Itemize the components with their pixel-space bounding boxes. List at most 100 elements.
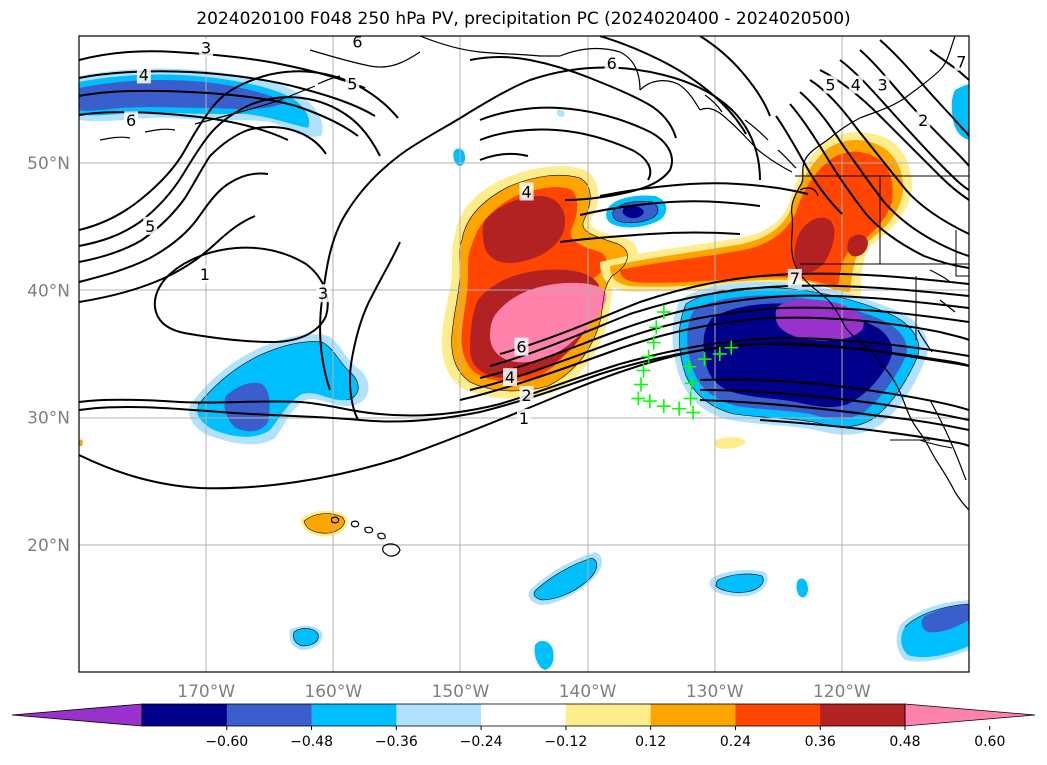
pv-contour-label: 3	[318, 284, 328, 303]
colorbar-segment	[142, 704, 228, 726]
colorbar-tick-labels: −0.60 −0.48 −0.36 −0.24 −0.12 0.12 0.24 0.36 0.4…	[205, 726, 1005, 750]
pv-contour-label: 5	[347, 74, 357, 93]
colorbar-segment	[650, 704, 736, 726]
lon-label: 150°W	[432, 682, 490, 702]
forecast-marker	[656, 399, 671, 414]
colorbar-extend-high	[904, 703, 1036, 727]
pv-contour-label: 4	[521, 182, 531, 201]
pv-contour-label: 2	[918, 111, 928, 130]
forecast-marker	[684, 376, 699, 391]
pv-label-bg	[316, 284, 331, 303]
colorbar	[11, 703, 1036, 727]
lon-label: 170°W	[177, 682, 235, 702]
pv-label-bg	[875, 75, 890, 94]
pv-label-bg	[199, 38, 214, 57]
pv-contour-label: 3	[201, 39, 211, 58]
pv-contour-label: 5	[145, 217, 155, 236]
colorbar-tick-label: −0.60	[205, 734, 248, 750]
pv-label-bg	[503, 368, 518, 387]
pv-contour-label: 6	[352, 32, 362, 51]
colorbar-segment	[565, 704, 652, 726]
forecast-marker	[631, 391, 646, 406]
map-frame	[78, 35, 970, 673]
pv-contour-label: 7	[956, 53, 966, 72]
lon-label: 130°W	[686, 682, 744, 702]
forecast-marker	[633, 377, 648, 392]
pv-label-bg	[517, 408, 531, 427]
pv-contour-label: 2	[521, 386, 531, 405]
colorbar-segment	[735, 704, 821, 726]
forecast-marker	[686, 405, 701, 420]
forecast-marker	[656, 305, 671, 320]
pv-label-bg	[604, 53, 619, 72]
pv-label-bg	[823, 75, 838, 94]
forecast-markers	[631, 305, 739, 420]
pv-label-bg	[954, 52, 969, 71]
pv-contour-label: 4	[851, 76, 861, 95]
pv-contour-label: 3	[877, 76, 887, 95]
pv-contour-label: 4	[139, 65, 149, 84]
forecast-marker	[646, 335, 661, 350]
colorbar-segment	[311, 704, 397, 726]
aleutian-islands	[99, 136, 131, 141]
lon-label: 140°W	[559, 682, 617, 702]
pv-contour-label: 6	[607, 54, 617, 73]
pv-contour-label: 7	[790, 269, 800, 288]
pv-label-bg	[848, 75, 863, 94]
colorbar-segment	[396, 704, 482, 726]
colorbar-tick-label: −0.48	[290, 734, 333, 750]
pv-contour-label: 6	[126, 111, 136, 130]
lat-label: 30°N	[27, 409, 70, 429]
pv-label-bg	[143, 216, 158, 235]
pv-contour-label: 5	[825, 76, 835, 95]
pv-contour-label: 4	[505, 368, 515, 387]
map-title: 2024020100 F048 250 hPa PV, precipitatio…	[196, 9, 851, 29]
graticule	[79, 36, 969, 672]
colorbar-tick-label: 0.60	[974, 734, 1005, 750]
pv-label-bg	[136, 65, 151, 84]
longitude-labels: 170°W 160°W 150°W 140°W 130°W 120°W	[177, 682, 871, 702]
pv-contour-label: 1	[519, 409, 529, 428]
lon-label: 120°W	[813, 682, 871, 702]
colorbar-frame	[141, 703, 906, 727]
pv-contour-label: 6	[516, 338, 526, 357]
forecast-marker	[682, 359, 697, 374]
forecast-marker	[697, 352, 712, 367]
pv-label-bg	[787, 268, 802, 287]
latitude-labels: 50°N 40°N 30°N 20°N	[27, 154, 70, 556]
colorbar-tick-label: −0.36	[375, 734, 418, 750]
pv-label-bg	[514, 337, 529, 356]
colorbar-tick-label: 0.48	[889, 734, 920, 750]
colorbar-tick-label: −0.12	[544, 734, 587, 750]
lat-label: 20°N	[27, 536, 70, 556]
pv-label-bg	[916, 111, 931, 130]
forecast-marker	[683, 391, 698, 406]
colorbar-tick-label: 0.24	[720, 734, 751, 750]
colorbar-tick-label: 0.36	[805, 734, 836, 750]
colorbar-tick-label: −0.24	[460, 734, 503, 750]
pv-label-bg	[124, 111, 139, 130]
forecast-marker	[712, 347, 727, 361]
forecast-marker	[642, 394, 657, 409]
precip-pc-fill	[79, 68, 969, 670]
north-america-coast	[790, 36, 969, 511]
pv-label-bg	[345, 74, 360, 93]
forecast-marker	[636, 363, 651, 378]
pv-label-bg	[197, 265, 212, 284]
colorbar-extend-low	[11, 703, 143, 727]
hawaiian-islands	[330, 516, 401, 557]
coastlines	[99, 36, 969, 511]
pv-label-bg	[519, 385, 534, 404]
colorbar-segment	[820, 704, 906, 726]
colorbar-segment	[481, 704, 567, 726]
lat-label: 40°N	[27, 281, 70, 301]
pv-contour-label: 1	[200, 265, 210, 284]
pv-label-bg	[519, 182, 534, 201]
lat-label: 50°N	[27, 154, 70, 174]
forecast-marker	[672, 401, 687, 416]
colorbar-segment	[226, 704, 313, 726]
pv-label-bg	[350, 36, 365, 51]
forecast-marker	[641, 349, 656, 364]
